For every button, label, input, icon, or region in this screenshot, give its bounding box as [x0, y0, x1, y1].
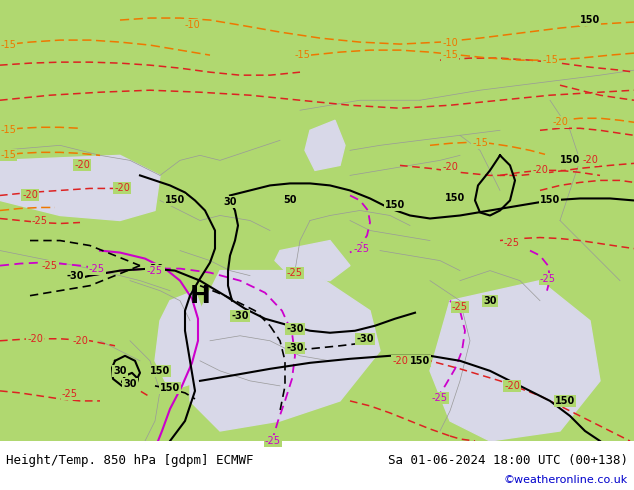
Text: 30: 30 — [223, 197, 236, 207]
Polygon shape — [275, 241, 350, 281]
Text: 150: 150 — [385, 200, 405, 211]
Text: -20: -20 — [392, 356, 408, 366]
Text: -25: -25 — [540, 273, 556, 284]
Text: -20: -20 — [504, 381, 520, 391]
Text: 150: 150 — [160, 383, 180, 393]
Text: 30: 30 — [123, 379, 137, 389]
Text: -20: -20 — [552, 117, 568, 127]
Text: -25: -25 — [89, 264, 105, 273]
Text: 150: 150 — [445, 194, 465, 203]
Text: -15: -15 — [442, 50, 458, 60]
Text: -30: -30 — [356, 334, 374, 344]
Text: -30: -30 — [286, 343, 304, 353]
Text: Height/Temp. 850 hPa [gdpm] ECMWF: Height/Temp. 850 hPa [gdpm] ECMWF — [6, 454, 254, 467]
Text: -20: -20 — [72, 336, 88, 346]
Text: -25: -25 — [265, 436, 281, 446]
Text: 30: 30 — [113, 366, 127, 376]
Text: -25: -25 — [287, 268, 303, 278]
Text: -30: -30 — [146, 264, 164, 273]
Text: -25: -25 — [432, 393, 448, 403]
Text: 150: 150 — [410, 356, 430, 366]
Text: Н: Н — [190, 284, 210, 308]
Text: -15: -15 — [0, 40, 16, 50]
Text: 150: 150 — [580, 15, 600, 25]
Text: 50: 50 — [283, 196, 297, 205]
Text: -20: -20 — [74, 160, 90, 171]
Text: -20: -20 — [582, 155, 598, 165]
Text: -25: -25 — [62, 389, 78, 399]
Text: -25: -25 — [452, 302, 468, 312]
Text: -20: -20 — [22, 191, 38, 200]
Polygon shape — [155, 291, 210, 391]
Text: -20: -20 — [532, 166, 548, 175]
Text: 150: 150 — [555, 396, 575, 406]
Text: 150: 150 — [540, 196, 560, 205]
Text: 150: 150 — [150, 366, 170, 376]
Text: -25: -25 — [32, 216, 48, 225]
Polygon shape — [430, 281, 600, 441]
Text: -15: -15 — [294, 50, 310, 60]
Text: -20: -20 — [114, 183, 130, 194]
Text: -10: -10 — [184, 20, 200, 30]
Text: -30: -30 — [286, 324, 304, 334]
Text: 30: 30 — [483, 295, 497, 306]
Text: -20: -20 — [27, 334, 43, 344]
Text: -25: -25 — [354, 244, 370, 253]
Text: -25: -25 — [42, 261, 58, 270]
Text: -15: -15 — [0, 150, 16, 160]
Text: 150: 150 — [560, 155, 580, 165]
Text: 150: 150 — [165, 196, 185, 205]
Text: -25: -25 — [504, 238, 520, 247]
Text: -25: -25 — [147, 266, 163, 275]
Text: ©weatheronline.co.uk: ©weatheronline.co.uk — [503, 475, 628, 485]
Text: -30: -30 — [231, 311, 249, 321]
Polygon shape — [0, 155, 160, 220]
Polygon shape — [190, 270, 380, 431]
Text: -15: -15 — [542, 55, 558, 65]
Polygon shape — [305, 120, 345, 171]
Text: -30: -30 — [66, 270, 84, 281]
Text: -15: -15 — [0, 125, 16, 135]
Text: Sa 01-06-2024 18:00 UTC (00+138): Sa 01-06-2024 18:00 UTC (00+138) — [387, 454, 628, 467]
Text: -15: -15 — [472, 138, 488, 148]
Text: -20: -20 — [442, 162, 458, 172]
Text: -10: -10 — [442, 38, 458, 48]
